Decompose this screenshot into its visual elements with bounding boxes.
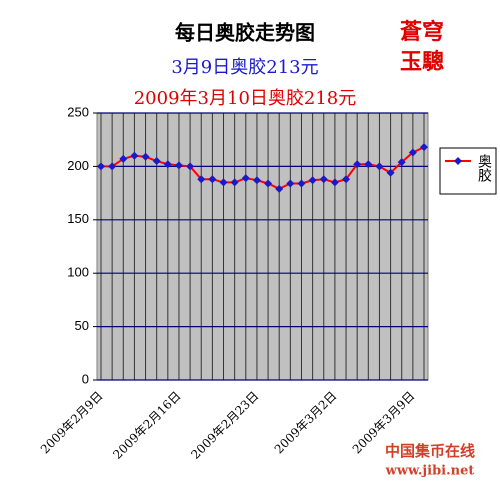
data-point <box>97 162 105 171</box>
subtitle: 2009年3月10日奥胶218元 <box>134 88 357 109</box>
data-point <box>141 152 150 161</box>
data-point <box>308 176 317 185</box>
data-point <box>219 178 228 187</box>
x-tick-label: 2009年3月2日 <box>272 389 340 457</box>
data-point <box>230 178 239 187</box>
data-point <box>208 175 217 184</box>
y-tick-label: 200 <box>67 158 89 173</box>
data-point <box>319 175 328 184</box>
stamp: 蒼穹 <box>400 19 444 45</box>
subtitle: 3月9日奥胶213元 <box>171 57 318 78</box>
data-point <box>163 160 172 169</box>
data-point <box>241 174 250 183</box>
data-point <box>130 151 139 160</box>
data-point <box>330 178 339 187</box>
y-tick-label: 50 <box>75 318 89 333</box>
data-point <box>420 143 428 152</box>
data-point <box>197 175 206 184</box>
legend-box <box>439 147 497 195</box>
data-point <box>342 175 351 184</box>
data-point <box>397 158 406 167</box>
x-tick-label: 2009年2月9日 <box>38 389 106 457</box>
chart-title: 每日奥胶走势图 <box>175 21 315 45</box>
data-point <box>264 179 273 188</box>
data-point <box>353 160 362 169</box>
data-point <box>186 162 195 171</box>
y-tick-label: 150 <box>67 211 89 226</box>
y-tick-label: 100 <box>67 265 89 280</box>
data-point <box>152 157 161 166</box>
data-point <box>386 168 395 177</box>
data-point <box>119 154 128 163</box>
data-point <box>364 160 373 169</box>
data-point <box>408 148 417 157</box>
data-point <box>174 161 183 170</box>
data-point <box>252 176 261 185</box>
data-point <box>297 179 306 188</box>
y-tick-label: 250 <box>67 104 89 119</box>
x-tick-label: 2009年2月23日 <box>188 389 261 462</box>
source-watermark: www.jibi.net <box>385 464 475 479</box>
stamp: 玉驄 <box>400 49 444 75</box>
data-point <box>275 184 284 193</box>
plot-area <box>96 112 429 381</box>
legend-label: 奥胶 <box>476 153 492 183</box>
data-point <box>108 162 117 171</box>
legend-marker <box>454 157 462 165</box>
source-watermark: 中国集币在线 <box>385 442 475 460</box>
y-tick-label: 0 <box>82 371 89 386</box>
data-point <box>286 179 295 188</box>
data-point <box>375 162 384 171</box>
x-tick-label: 2009年2月16日 <box>110 389 183 462</box>
